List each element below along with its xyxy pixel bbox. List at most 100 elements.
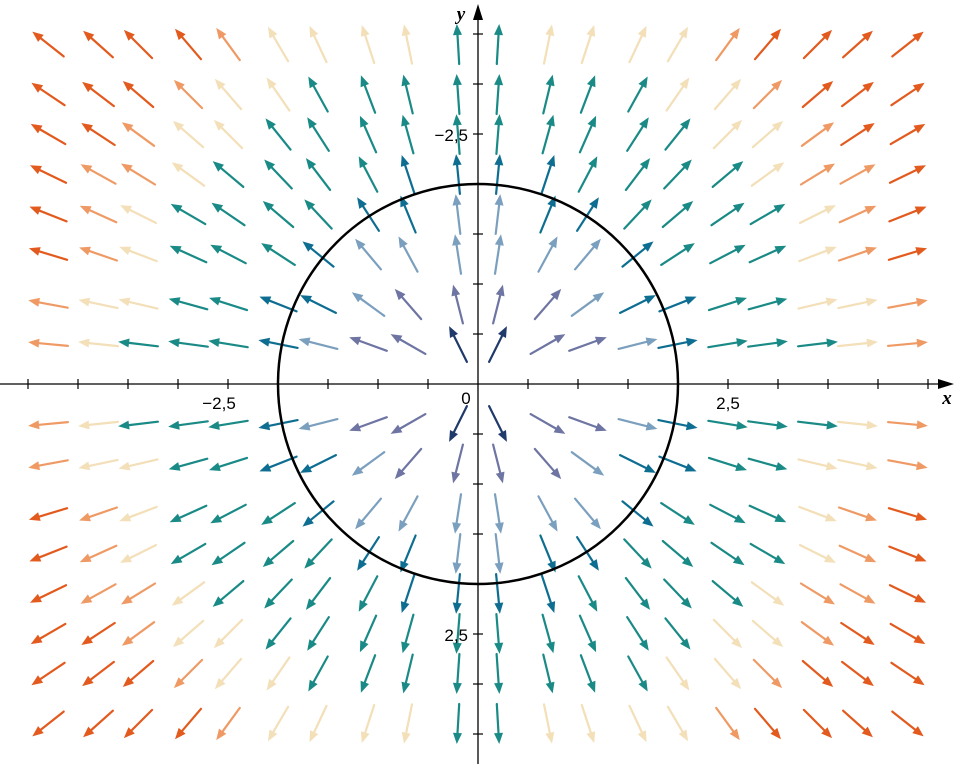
vector-arrow-head xyxy=(79,246,91,256)
vector-arrow-shaft xyxy=(573,246,595,271)
vector-arrow-head xyxy=(637,730,647,743)
vector-arrow-head xyxy=(305,158,317,170)
vector-arrow xyxy=(888,584,926,603)
vector-arrow-shaft xyxy=(657,419,688,427)
vector-arrow xyxy=(304,199,333,230)
vector-arrow-shaft xyxy=(540,573,552,604)
vector-arrow-shaft xyxy=(268,419,299,427)
vector-arrow-shaft xyxy=(838,544,868,559)
vector-arrow-shaft xyxy=(578,614,593,644)
vector-arrow-shaft xyxy=(802,36,826,60)
vector-arrow-shaft xyxy=(715,706,735,733)
vector-arrow xyxy=(390,334,427,355)
vector-arrow-shaft xyxy=(577,164,594,193)
vector-arrow-shaft xyxy=(661,539,687,561)
vector-arrow-head xyxy=(121,122,134,133)
vector-arrow xyxy=(747,297,788,311)
vector-arrow xyxy=(118,458,159,471)
vector-arrow-head xyxy=(912,31,924,42)
vector-arrow-shaft xyxy=(542,703,551,734)
vector-arrow-head xyxy=(302,516,314,527)
vector-arrow-shaft xyxy=(713,86,736,111)
vector-arrow-head xyxy=(824,513,837,522)
vector-arrow-shaft xyxy=(838,209,868,224)
vector-arrow-head xyxy=(494,732,503,744)
vector-arrow-head xyxy=(305,598,317,610)
vector-arrow-head xyxy=(81,123,93,133)
vector-arrow xyxy=(79,205,118,224)
vector-arrow xyxy=(208,338,249,349)
vector-arrow xyxy=(887,297,928,309)
vector-arrow-head xyxy=(266,678,277,691)
vector-arrow-head xyxy=(78,461,91,471)
vector-arrow-head xyxy=(170,203,183,214)
vector-arrow-shaft xyxy=(890,87,917,107)
vector-arrow-head xyxy=(453,732,462,744)
vector-arrow xyxy=(265,617,292,650)
vector-arrow-shaft xyxy=(888,169,918,184)
vector-arrow-head xyxy=(309,730,319,743)
vector-arrow-shaft xyxy=(401,296,423,321)
vector-arrow-head xyxy=(123,727,135,739)
vector-arrow-head xyxy=(863,164,876,174)
vector-arrow-shaft xyxy=(836,342,869,348)
vector-arrow-shaft xyxy=(798,543,828,560)
x-tick-label-neg: −2,5 xyxy=(202,394,236,413)
vector-arrow-head xyxy=(398,519,408,532)
vector-arrow-head xyxy=(351,465,364,476)
vector-arrow xyxy=(710,541,745,566)
vector-arrow-head xyxy=(30,123,43,134)
vector-arrow-shaft xyxy=(797,300,828,310)
vector-arrow-head xyxy=(865,246,877,256)
vector-arrow xyxy=(355,238,382,271)
vector-arrow xyxy=(664,118,691,151)
vector-arrow-head xyxy=(914,553,927,562)
vector-arrow xyxy=(492,443,505,484)
vector-arrow xyxy=(710,202,745,227)
vector-arrow xyxy=(707,297,747,312)
vector-arrow xyxy=(891,710,924,737)
vector-arrow-head xyxy=(349,422,362,432)
vector-arrow-head xyxy=(736,421,748,430)
vector-arrow xyxy=(888,545,927,562)
vector-arrow-head xyxy=(680,638,691,650)
vector-arrow-head xyxy=(355,238,366,250)
vector-arrow xyxy=(887,507,928,521)
vector-arrow-shaft xyxy=(130,708,154,732)
vector-arrow-shaft xyxy=(886,342,919,347)
vector-arrow-shaft xyxy=(312,84,329,113)
vector-arrow-head xyxy=(645,337,658,347)
vector-arrow-head xyxy=(211,555,224,566)
vector-arrow-shaft xyxy=(88,583,117,600)
vector-arrow-shaft xyxy=(404,84,414,115)
vector-arrow-head xyxy=(545,731,555,744)
vector-arrow xyxy=(171,581,206,606)
vector-arrow xyxy=(664,617,691,650)
vector-arrow-head xyxy=(771,636,784,648)
vector-arrow-head xyxy=(494,522,504,534)
vector-arrow-head xyxy=(118,338,130,348)
vector-arrow xyxy=(837,506,877,522)
vector-arrow-head xyxy=(359,640,369,653)
vector-arrow xyxy=(214,657,243,690)
vector-arrow xyxy=(401,24,414,65)
vector-arrow-head xyxy=(594,336,607,346)
vector-arrow-head xyxy=(823,163,835,174)
vector-arrow-shaft xyxy=(887,250,918,261)
vector-arrow-shaft xyxy=(218,503,247,520)
vector-arrow-head xyxy=(863,594,876,604)
vector-arrow-shaft xyxy=(542,653,552,684)
vector-arrow-head xyxy=(642,241,654,252)
vector-arrow-head xyxy=(357,197,367,209)
vector-arrow-head xyxy=(308,76,318,89)
vector-arrow xyxy=(401,653,414,694)
vector-arrow-head xyxy=(213,119,225,131)
vector-arrow-head xyxy=(915,512,928,521)
vector-arrow xyxy=(449,326,468,363)
y-tick-label-pos: −2,5 xyxy=(434,126,468,145)
vector-arrow-shaft xyxy=(405,703,414,734)
vector-arrow xyxy=(494,24,503,66)
vector-arrow xyxy=(750,162,785,187)
vector-arrow-head xyxy=(360,25,370,37)
vector-arrow-shaft xyxy=(218,341,249,349)
